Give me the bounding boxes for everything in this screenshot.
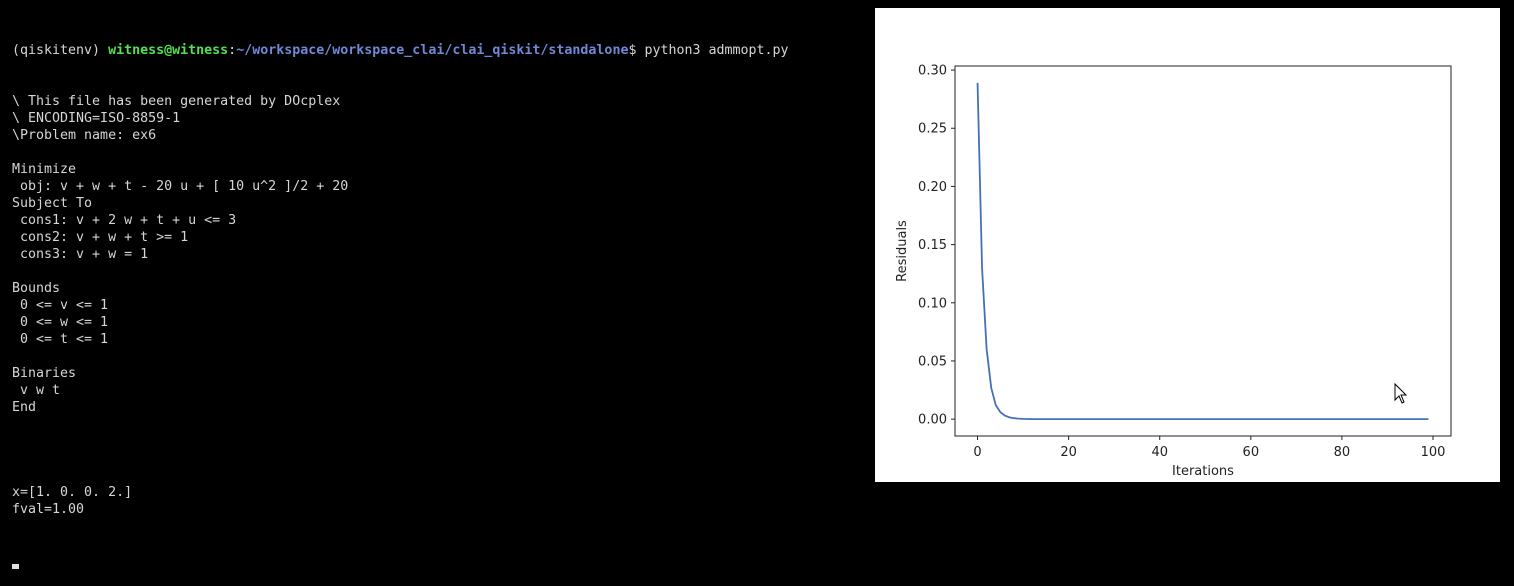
output-line: cons3: v + w = 1	[12, 247, 149, 262]
output: \ This file has been generated by DOcple…	[12, 93, 789, 518]
output-line: cons1: v + 2 w + t + u <= 3	[12, 213, 237, 228]
command: $ python3 admmopt.py	[628, 43, 789, 58]
output-line: \Problem name: ex6	[12, 128, 157, 143]
output-line: Bounds	[12, 281, 61, 296]
output-line: \ ENCODING=ISO-8859-1	[12, 111, 181, 126]
output-line: 0 <= v <= 1	[12, 298, 109, 313]
axes-frame	[954, 65, 1452, 437]
cursor-line	[12, 552, 789, 569]
y-tick-label: 0.20	[918, 180, 947, 195]
output-line: \ This file has been generated by DOcple…	[12, 94, 341, 109]
output-block: x=[1. 0. 0. 2.] fval=1.00	[12, 484, 789, 518]
output-line: cons2: v + w + t >= 1	[12, 230, 189, 245]
y-tick-label: 0.05	[918, 354, 947, 369]
y-axis-label: Residuals	[895, 220, 910, 282]
output-line: 0 <= t <= 1	[12, 332, 109, 347]
output-line: 0 <= w <= 1	[12, 315, 109, 330]
x-tick-label: 20	[1060, 445, 1077, 460]
output-line: obj: v + w + t - 20 u + [ 10 u^2 ]/2 + 2…	[12, 179, 349, 194]
output-block: Minimize obj: v + w + t - 20 u + [ 10 u^…	[12, 161, 789, 263]
prompt-line: (qiskitenv) witness@witness:~/workspace/…	[12, 42, 789, 59]
output-block: \ This file has been generated by DOcple…	[12, 93, 789, 144]
y-tick-label: 0.10	[918, 296, 947, 311]
mouse-pointer	[1394, 382, 1408, 404]
output-line: v w t	[12, 383, 61, 398]
x-tick-label: 100	[1421, 445, 1446, 460]
separator: :	[228, 43, 237, 58]
cursor	[12, 564, 19, 569]
x-tick-label: 60	[1243, 445, 1260, 460]
output-line: Minimize	[12, 162, 77, 177]
y-tick-label: 0.30	[918, 64, 947, 79]
screen: {"terminal": { "prompt": {"env": "(qiski…	[12, 8, 1500, 569]
output-line: Binaries	[12, 366, 77, 381]
y-tick-label: 0.25	[918, 122, 947, 137]
output-line: x=[1. 0. 0. 2.]	[12, 485, 133, 500]
chart-panel: Iterations Residuals 0.00 0.05 0.10 0.15 0.2…	[875, 8, 1500, 482]
output-line: End	[12, 400, 37, 415]
x-axis-label: Iterations	[1172, 464, 1234, 479]
user-host: witness@witness	[108, 43, 229, 58]
terminal: (qiskitenv) witness@witness:~/workspace/…	[12, 8, 789, 586]
output-line: Subject To	[12, 196, 93, 211]
cwd: ~/workspace/workspace_clai/clai_qiskit/s…	[236, 43, 629, 58]
x-tick-label: 0	[973, 445, 981, 460]
env: (qiskitenv)	[12, 43, 109, 58]
figure-background	[875, 8, 1500, 482]
output-block: Binaries v w t End	[12, 365, 789, 416]
output-block: Bounds 0 <= v <= 1 0 <= w <= 1 0 <= t <=…	[12, 280, 789, 348]
y-tick-label: 0.00	[918, 413, 947, 428]
y-tick-label: 0.15	[918, 238, 947, 253]
x-tick-label: 40	[1151, 445, 1168, 460]
output-line: fval=1.00	[12, 502, 85, 517]
x-tick-label: 80	[1334, 445, 1351, 460]
series-line	[976, 82, 1429, 421]
